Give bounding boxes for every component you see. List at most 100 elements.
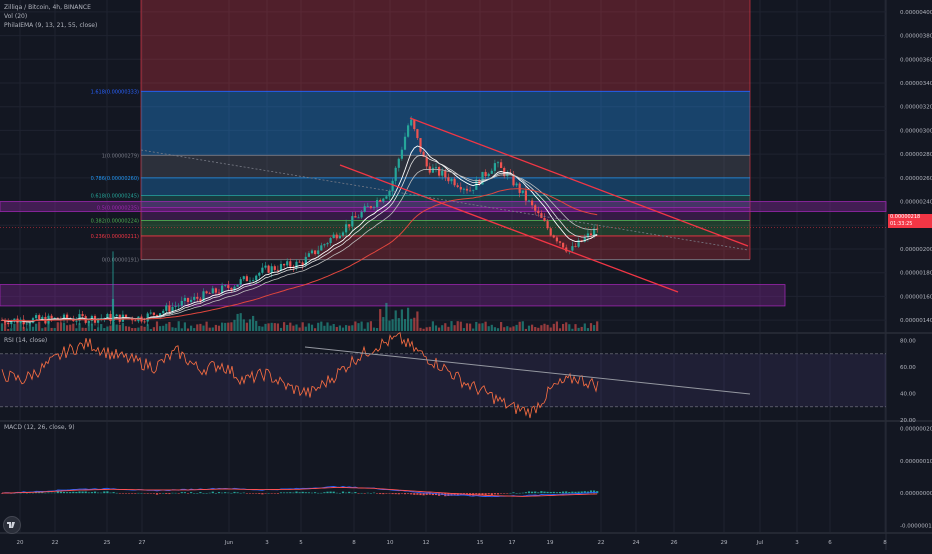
macd-hist-bar bbox=[155, 493, 159, 495]
candle-body bbox=[379, 200, 382, 202]
candle-body bbox=[434, 166, 438, 168]
macd-hist-bar bbox=[366, 492, 369, 494]
macd-hist-bar bbox=[484, 493, 487, 495]
volume-bar bbox=[258, 326, 261, 331]
volume-bar bbox=[341, 327, 345, 331]
time-tick-18: 3 bbox=[795, 540, 799, 546]
macd-hist-bar bbox=[87, 492, 90, 494]
candle-body bbox=[357, 217, 360, 219]
macd-hist-bar bbox=[109, 492, 112, 494]
candle-body bbox=[146, 313, 149, 322]
candle-body bbox=[341, 232, 345, 236]
macd-hist-bar bbox=[391, 493, 394, 495]
candle-body bbox=[385, 196, 388, 199]
volume-bar bbox=[53, 328, 56, 331]
volume-bar bbox=[174, 327, 177, 331]
volume-bar bbox=[422, 328, 425, 331]
candle-body bbox=[369, 206, 372, 208]
macd-hist-bar bbox=[97, 492, 100, 494]
candle-body bbox=[87, 320, 90, 323]
candle-body bbox=[109, 314, 112, 322]
candle-body bbox=[193, 296, 196, 300]
symbol-title[interactable]: Zilliqa / Bitcoin, 4h, BINANCE bbox=[4, 4, 91, 11]
candle-body bbox=[397, 158, 400, 168]
candle-body bbox=[283, 263, 286, 266]
volume-bar bbox=[270, 322, 273, 331]
time-tick-2: 25 bbox=[104, 540, 111, 546]
candle-body bbox=[345, 224, 348, 233]
volume-bar bbox=[97, 327, 100, 331]
candle-body bbox=[444, 170, 447, 178]
volume-bar bbox=[84, 327, 87, 331]
macd-hist-bar bbox=[248, 493, 252, 494]
macd-hist-bar bbox=[348, 491, 351, 494]
candle-body bbox=[298, 261, 301, 263]
price-tick-13: 0.00000140 bbox=[900, 318, 932, 324]
macd-hist-bar bbox=[317, 492, 320, 494]
macd-indicator-label[interactable]: MACD (12, 26, close, 9) bbox=[4, 424, 75, 431]
macd-hist-bar bbox=[543, 491, 546, 494]
candle-body bbox=[264, 265, 267, 268]
tradingview-logo[interactable] bbox=[3, 516, 21, 534]
rsi-tick-0: 80.00 bbox=[900, 339, 916, 345]
candle-body bbox=[10, 320, 13, 325]
candle-body bbox=[35, 315, 38, 319]
volume-bar bbox=[177, 321, 180, 331]
volume-bar bbox=[490, 324, 493, 331]
macd-hist-bar bbox=[286, 492, 289, 494]
rsi-tick-1: 60.00 bbox=[900, 365, 916, 371]
rsi-tick-2: 40.00 bbox=[900, 392, 916, 398]
volume-bar bbox=[100, 324, 103, 331]
macd-hist-bar bbox=[456, 493, 459, 496]
candle-body bbox=[258, 272, 261, 276]
volume-indicator-label[interactable]: Vol (20) bbox=[4, 13, 28, 20]
macd-hist-bar bbox=[261, 493, 264, 495]
volume-bar bbox=[115, 324, 118, 331]
macd-hist-bar bbox=[289, 492, 292, 494]
fib-label-7: 0(0.00000191) bbox=[102, 258, 139, 264]
volume-bar bbox=[394, 310, 397, 331]
volume-bar bbox=[236, 313, 239, 331]
macd-hist-bar bbox=[28, 492, 31, 494]
time-tick-5: 3 bbox=[265, 540, 269, 546]
macd-hist-bar bbox=[152, 493, 155, 494]
candle-body bbox=[155, 314, 159, 317]
volume-bar bbox=[537, 327, 540, 331]
volume-bar bbox=[193, 328, 196, 331]
candle-body bbox=[348, 224, 351, 227]
fib-label-5: 0.382(0.00000224) bbox=[91, 219, 139, 225]
macd-hist-bar bbox=[174, 492, 177, 494]
volume-bar bbox=[568, 324, 571, 331]
volume-bar bbox=[168, 322, 171, 331]
candle-body bbox=[202, 291, 205, 302]
macd-hist-bar bbox=[90, 492, 93, 494]
time-tick-6: 5 bbox=[299, 540, 303, 546]
candle-body bbox=[515, 183, 518, 186]
candle-body bbox=[149, 312, 152, 314]
candle-body bbox=[596, 228, 599, 230]
volume-bar bbox=[118, 324, 121, 331]
volume-bar bbox=[348, 325, 351, 331]
volume-bar bbox=[472, 328, 475, 331]
rsi-indicator-label[interactable]: RSI (14, close) bbox=[4, 337, 48, 344]
candle-body bbox=[376, 200, 379, 208]
volume-bar bbox=[56, 322, 59, 331]
volume-bar bbox=[183, 322, 186, 331]
volume-bar bbox=[332, 324, 335, 331]
candle-body bbox=[512, 174, 515, 186]
volume-bar bbox=[512, 326, 515, 331]
volume-bar bbox=[376, 328, 379, 331]
macd-hist-bar bbox=[379, 493, 382, 495]
volume-bar bbox=[462, 328, 465, 331]
ema-indicator-label[interactable]: PhilaIEMA (9, 13, 21, 55, close) bbox=[4, 22, 98, 29]
volume-bar bbox=[407, 307, 410, 331]
candle-body bbox=[487, 173, 490, 177]
rsi-legend: RSI (14, close) bbox=[4, 336, 47, 345]
price-tick-7: 0.00000260 bbox=[900, 176, 932, 182]
volume-bar bbox=[596, 321, 599, 331]
candle-body bbox=[438, 166, 441, 176]
candle-body bbox=[453, 178, 456, 186]
candle-body bbox=[332, 234, 335, 239]
